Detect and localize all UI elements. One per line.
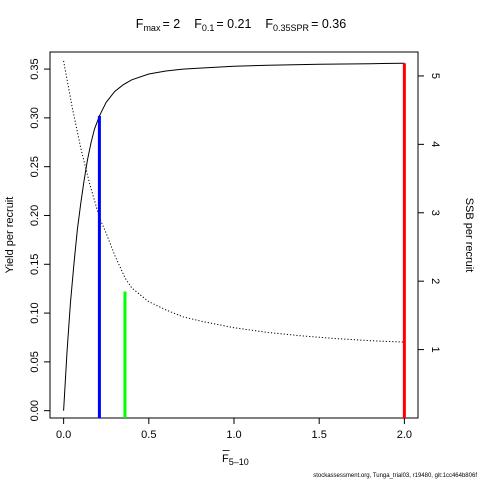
y-left-tick-label: 0.35 (29, 58, 41, 79)
x-axis: 0.0 0.5 1.0 1.5 2.0 (56, 417, 412, 441)
y-left-tick-label: 0.20 (29, 205, 41, 226)
y-right-tick-label: 1 (429, 347, 441, 353)
x-axis-label: F5–10 (222, 450, 249, 467)
x-tick-label: 1.5 (312, 429, 327, 441)
title-fmax-symbol: F (136, 17, 144, 31)
x-tick-label: 1.0 (226, 429, 241, 441)
title-f035spr-subscript: 0.35SPR (273, 23, 310, 33)
title-f01-symbol: F (194, 17, 202, 31)
plot-area-frame (49, 51, 419, 419)
x-tick-label: 0.5 (141, 429, 156, 441)
y-right-tick-label: 4 (429, 141, 441, 147)
yield-per-recruit-line (63, 62, 405, 411)
x-tick-label: 0.0 (56, 429, 71, 441)
x-axis-label-text: F5–10 (222, 453, 249, 467)
title-f035spr: F0.35SPR = 0.36 (265, 17, 346, 33)
y-left-tick-label: 0.05 (29, 351, 41, 372)
series-layer (63, 60, 405, 411)
y-axis-left: 0.00 0.05 0.10 0.15 0.20 0.25 0.30 0.35 (29, 58, 50, 421)
y-right-tick-label: 2 (429, 278, 441, 284)
y-left-tick-label: 0.10 (29, 302, 41, 323)
footer-note: stockassessment.org, Tunga_trial03, r194… (313, 473, 477, 479)
y-axis-right: 1 2 3 4 5 (418, 73, 441, 353)
reference-lines (97, 63, 406, 418)
chart-title: Fmax = 2 F0.1 = 0.21 F0.35SPR = 0.36 (136, 17, 346, 33)
title-fmax-subscript: max (143, 23, 161, 33)
title-fmax-value: = 2 (162, 17, 180, 31)
title-f035spr-symbol: F (265, 17, 273, 31)
title-f035spr-value: = 0.36 (311, 17, 346, 31)
y-right-tick-label: 5 (429, 73, 441, 79)
y-axis-right-label: SSB per recruit (463, 198, 475, 273)
y-left-tick-label: 0.15 (29, 254, 41, 275)
y-right-tick-label: 3 (429, 210, 441, 216)
ssb-per-recruit-line (63, 60, 405, 343)
y-left-tick-label: 0.00 (29, 400, 41, 421)
title-fmax: Fmax = 2 (136, 17, 180, 33)
x-axis-label-subscript: 5–10 (229, 457, 249, 467)
title-f01: F0.1 = 0.21 (194, 17, 251, 33)
y-left-tick-label: 0.30 (29, 107, 41, 128)
y-left-tick-label: 0.25 (29, 156, 41, 177)
y-axis-left-label: Yield per recruit (4, 197, 16, 274)
title-f01-value: = 0.21 (216, 17, 251, 31)
title-f01-subscript: 0.1 (202, 23, 215, 33)
x-tick-label: 2.0 (397, 429, 412, 441)
x-axis-label-symbol: F (222, 453, 229, 465)
